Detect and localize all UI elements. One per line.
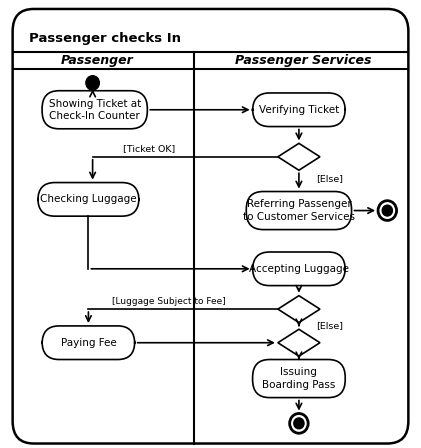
Polygon shape — [278, 296, 320, 323]
Circle shape — [294, 418, 304, 429]
FancyBboxPatch shape — [42, 326, 135, 359]
Text: [Else]: [Else] — [316, 174, 343, 183]
FancyBboxPatch shape — [253, 359, 345, 398]
FancyBboxPatch shape — [42, 91, 147, 129]
Text: Referring Passenger
to Customer Services: Referring Passenger to Customer Services — [243, 199, 355, 222]
FancyBboxPatch shape — [38, 183, 139, 216]
Text: [Luggage Subject to Fee]: [Luggage Subject to Fee] — [112, 297, 225, 306]
Text: [Else]: [Else] — [316, 321, 343, 331]
Circle shape — [382, 205, 392, 216]
Text: Passenger Services: Passenger Services — [235, 54, 371, 67]
Text: Passenger: Passenger — [61, 54, 133, 67]
Polygon shape — [278, 329, 320, 356]
FancyBboxPatch shape — [253, 252, 345, 286]
FancyBboxPatch shape — [253, 93, 345, 127]
Text: Checking Luggage: Checking Luggage — [40, 194, 137, 204]
Text: Issuing
Boarding Pass: Issuing Boarding Pass — [262, 367, 336, 390]
Text: Paying Fee: Paying Fee — [61, 338, 116, 348]
Circle shape — [86, 76, 99, 90]
Text: [Ticket OK]: [Ticket OK] — [123, 144, 176, 153]
Polygon shape — [278, 143, 320, 170]
Text: Accepting Luggage: Accepting Luggage — [249, 264, 349, 274]
Text: Verifying Ticket: Verifying Ticket — [259, 105, 339, 115]
FancyBboxPatch shape — [13, 9, 408, 444]
Text: Passenger checks In: Passenger checks In — [29, 31, 181, 45]
FancyBboxPatch shape — [246, 192, 352, 229]
Text: Showing Ticket at
Check-In Counter: Showing Ticket at Check-In Counter — [48, 99, 141, 121]
